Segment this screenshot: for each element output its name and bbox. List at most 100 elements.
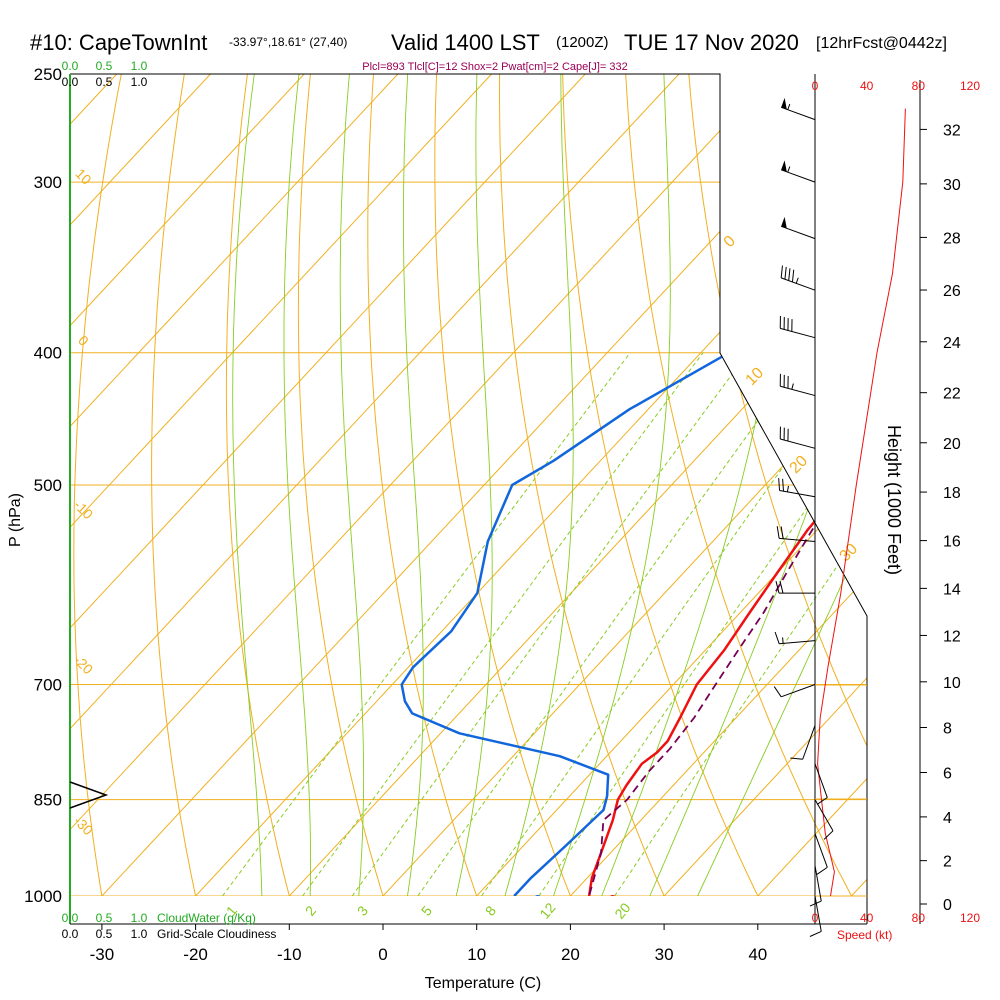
mixing-ratio-label: 3: [354, 902, 371, 918]
mixing-ratio-label: 2: [302, 902, 319, 918]
pressure-tick-label: 700: [34, 676, 62, 695]
zulu-time: (1200Z): [556, 34, 609, 51]
moist-adiabat: [402, 74, 424, 896]
wind-barb: [779, 315, 816, 339]
station-coords: -33.97°,18.61° (27,40): [229, 35, 347, 49]
pressure-tick-label: 850: [34, 791, 62, 810]
dry-adiabat: [434, 74, 583, 896]
wind-barb: [781, 216, 816, 240]
wind-barb: [809, 895, 822, 937]
cloudiness-label: Grid-Scale Cloudiness: [157, 927, 276, 941]
mixing-ratio-line: [302, 352, 704, 896]
barb-staff: [802, 725, 816, 760]
barb-staff: [779, 537, 816, 543]
barb-full: [809, 900, 822, 907]
thermo-grid: [70, 74, 867, 896]
temperature-tick-label: 40: [748, 945, 767, 964]
barb-half: [795, 277, 799, 284]
barb-full: [788, 268, 791, 281]
mixing-ratio-line: [222, 352, 631, 896]
height-tick-label: 18: [943, 485, 961, 502]
barb-full: [775, 580, 780, 594]
mixing-ratio-line: [614, 352, 867, 896]
isotherm-line: [70, 74, 305, 896]
wind-barb: [779, 373, 816, 397]
wind-panel: 0040408080120120024681012141618202224262…: [773, 79, 980, 937]
mixing-ratio-label: 20: [611, 899, 633, 921]
cloudwater-bottom-tick: 0.5: [96, 911, 113, 925]
barb-full: [782, 478, 784, 492]
mixing-ratio-label: 5: [418, 902, 435, 918]
moist-adiabat: [636, 74, 867, 896]
barb-full: [776, 526, 780, 539]
wind-barb: [780, 265, 816, 291]
height-tick-label: 6: [943, 766, 952, 783]
dry-adiabat: [367, 74, 488, 896]
barb-half: [791, 383, 794, 390]
barb-staff: [780, 438, 816, 449]
stability-indices: Plcl=893 Tlcl[C]=12 Shox=2 Pwat[cm]=2 Ca…: [362, 61, 627, 73]
barb-staff: [781, 277, 816, 291]
station-title: #10: CapeTownInt: [30, 30, 207, 55]
barb-staff: [814, 763, 828, 798]
moist-adiabat: [496, 74, 574, 896]
wind-barb: [781, 97, 816, 121]
cloudiness-top-tick: 1.0: [131, 75, 148, 89]
wind-barb: [773, 684, 816, 698]
barb-full: [816, 866, 828, 875]
dry-adiabat: [225, 74, 298, 896]
dry-adiabat: [561, 74, 773, 896]
isotherm-line: [70, 74, 492, 896]
valid-time: Valid 1400 LST: [391, 30, 540, 55]
height-tick-label: 22: [943, 386, 961, 403]
barb-full: [780, 265, 783, 278]
height-tick-label: 8: [943, 720, 952, 737]
barb-staff: [779, 489, 816, 498]
pressure-tick-label: 300: [34, 173, 62, 192]
barb-full: [784, 266, 787, 280]
height-tick-label: 14: [943, 581, 961, 598]
surface-dewpoint-dot: [533, 895, 542, 896]
speed-top-tick-label: 0: [812, 79, 819, 93]
wind-barb: [776, 526, 816, 543]
barb-staff: [780, 327, 816, 339]
barb-staff: [814, 865, 822, 902]
wind-barb: [779, 426, 816, 449]
height-tick-label: 4: [943, 810, 952, 827]
speed-top-tick-label: 40: [860, 79, 874, 93]
wind-speed-line: [817, 108, 906, 897]
barb-staff: [814, 799, 834, 832]
moist-adiabat: [283, 74, 312, 896]
cloudiness-top-tick: 0.5: [96, 75, 113, 89]
barb-staff: [814, 833, 828, 868]
isotherm-line: [382, 74, 867, 896]
isotherm-line: [70, 74, 586, 896]
isotherm-label: 0: [75, 332, 92, 349]
cloudwater-top-tick: 1.0: [131, 59, 148, 73]
barb-full: [809, 930, 822, 937]
barb-full: [823, 830, 834, 840]
speed-axis-label: Speed (kt): [837, 928, 892, 942]
wind-barb: [774, 631, 816, 645]
temperature-tick-label: 20: [561, 945, 580, 964]
barb-full: [791, 269, 795, 283]
barb-staff: [779, 640, 816, 645]
barb-staff: [814, 895, 822, 932]
temperature-tick-label: 30: [655, 945, 674, 964]
speed-bottom-tick-label: 120: [960, 911, 980, 925]
wind-barb: [778, 478, 816, 498]
wind-barb: [775, 580, 815, 594]
barb-full: [774, 631, 780, 644]
wind-barb: [814, 799, 834, 840]
mixing-ratio-label: 12: [536, 899, 558, 921]
lcl-marker: [69, 781, 109, 809]
speed-top-tick-label: 80: [912, 79, 926, 93]
mixing-ratio-line: [417, 352, 808, 896]
dry-adiabat: [686, 74, 867, 896]
wind-barb: [814, 763, 828, 805]
barb-staff: [780, 385, 816, 397]
pressure-tick-label: 1000: [24, 887, 62, 906]
dry-adiabat-label: 0: [721, 233, 739, 251]
